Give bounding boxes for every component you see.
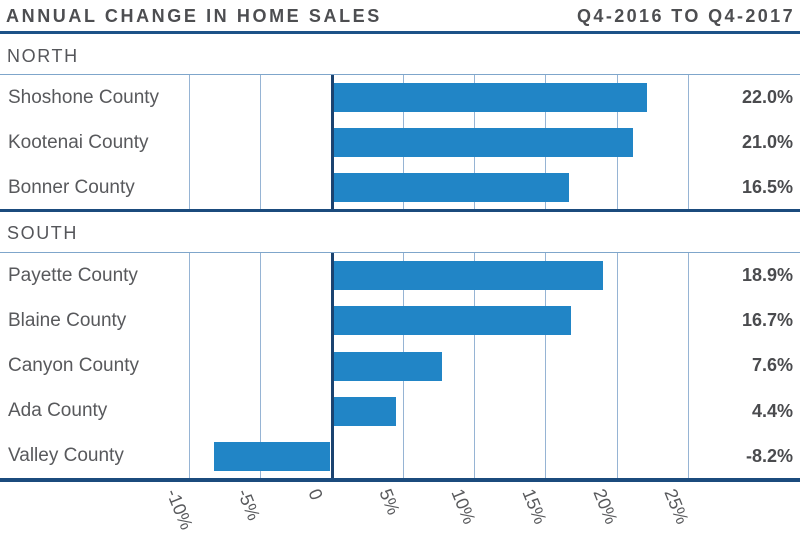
gridline xyxy=(687,75,689,209)
chart-period: Q4-2016 TO Q4-2017 xyxy=(577,6,795,26)
header-rule xyxy=(0,31,800,34)
zero-line xyxy=(330,75,334,209)
bar xyxy=(333,351,442,381)
value-label: 18.9% xyxy=(741,265,793,286)
county-label: Ada County xyxy=(8,400,108,422)
bar xyxy=(333,306,572,336)
value-label: 16.7% xyxy=(741,310,793,331)
zero-line xyxy=(330,253,334,478)
bar xyxy=(333,128,633,157)
value-label: 16.5% xyxy=(741,177,793,197)
axis-tick-label: 20% xyxy=(589,486,622,527)
gridline xyxy=(260,253,262,478)
gridline xyxy=(616,253,618,478)
county-label: Payette County xyxy=(8,264,138,286)
value-label: -8.2% xyxy=(745,445,793,466)
county-label: Blaine County xyxy=(8,309,127,331)
panel-south-plot-area: Payette County 18.9% Blaine County 16.7% Can… xyxy=(0,253,800,478)
panel-south: Payette County 18.9% Blaine County 16.7% Can… xyxy=(0,252,800,482)
axis-tick-label: -5% xyxy=(233,486,264,524)
gridline xyxy=(474,253,475,478)
panel-north: Shoshone County 22.0% Kootenai County 21.0%… xyxy=(0,74,800,212)
gridline xyxy=(189,75,190,209)
bar xyxy=(213,441,331,471)
value-label: 7.6% xyxy=(751,355,793,376)
county-label: Valley County xyxy=(8,445,124,467)
county-label: Kootenai County xyxy=(8,131,149,153)
axis-tick-label: 10% xyxy=(446,486,479,527)
axis-tick-label: 25% xyxy=(660,486,693,527)
axis-tick-label: -10% xyxy=(161,486,197,533)
section-label-north: NORTH xyxy=(7,46,79,66)
value-label: 21.0% xyxy=(741,132,793,152)
gridline xyxy=(189,253,190,478)
gridline xyxy=(687,253,689,478)
axis-tick-label: 0 xyxy=(304,486,327,503)
bar xyxy=(333,396,397,426)
section-label-south: SOUTH xyxy=(7,223,78,243)
county-label: Bonner County xyxy=(8,176,135,198)
gridline xyxy=(545,253,547,478)
bar xyxy=(333,261,603,291)
chart-title: ANNUAL CHANGE IN HOME SALES xyxy=(6,6,382,26)
bar xyxy=(333,173,569,202)
value-label: 4.4% xyxy=(751,400,793,421)
axis-tick-label: 15% xyxy=(518,486,551,527)
axis-tick-label: 5% xyxy=(375,486,404,518)
bar xyxy=(333,83,647,112)
county-label: Shoshone County xyxy=(8,86,160,108)
value-label: 22.0% xyxy=(741,87,793,107)
gridline xyxy=(260,75,262,209)
county-label: Canyon County xyxy=(8,354,139,376)
panel-north-plot-area: Shoshone County 22.0% Kootenai County 21.0%… xyxy=(0,75,800,209)
